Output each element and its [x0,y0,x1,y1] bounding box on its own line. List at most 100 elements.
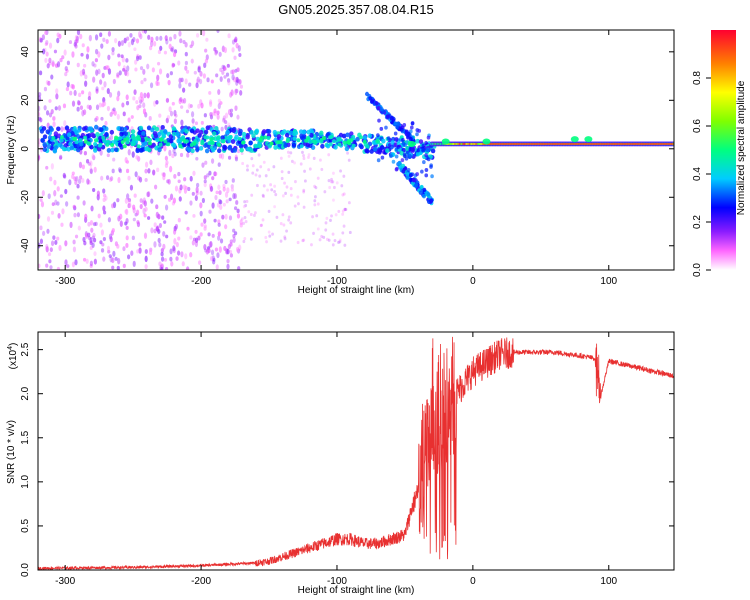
colorbar-label: Normalized spectral amplitude [736,80,747,215]
snr-y-tick-label: 0.5 [20,519,31,533]
spectrogram-cell [160,124,165,130]
spectrogram-cell [157,147,162,153]
spectrogram-cell [136,220,140,225]
spectrogram-cell [273,189,276,194]
spectrogram-cell [213,218,217,223]
spectrogram-x-ticks: -300 -200 -100 0 100 [55,30,618,287]
spectrogram-cell [81,164,85,170]
spectrogram-cell [181,135,186,140]
spectrogram-cell [169,256,173,262]
spectrogram-cell [199,232,203,237]
spectrogram-cell [325,237,329,241]
spectrogram-cell [231,178,235,183]
spectrogram-cell [171,46,175,53]
spectrogram-cell [217,89,221,95]
spectrogram-cell [119,126,125,132]
spectrogram-cell [87,232,91,238]
spectrogram-cell [189,175,193,182]
spectrogram-cell [126,65,130,72]
spectrogram-cell [163,139,168,144]
spectrogram-cell [135,38,140,44]
spectrogram-y-tick-label: -20 [20,190,31,205]
spectrogram-cell [238,52,242,58]
spectrogram-cell [234,88,238,96]
spectrogram-cell [234,154,238,160]
spectrogram-cell [62,103,67,109]
spectrogram-cell [216,202,221,208]
spectrogram-cell [288,136,294,142]
snr-x-tick-label: 100 [600,576,617,587]
spectrogram-cell [165,117,169,124]
spectrogram-cell [204,148,210,154]
snr-y-scale: (x104) [7,343,19,370]
spectrogram-cell [93,63,97,68]
spectrogram-cell [209,101,213,107]
spectrogram-cell [235,200,239,205]
spectrogram-cell [163,145,167,152]
spectrogram-cell [187,147,192,153]
spectrogram-cell [223,75,227,79]
spectrogram-cell [233,193,237,200]
spectrogram-cell [217,142,222,147]
spectrogram-cell [38,142,41,148]
spectrogram-cell [156,74,160,82]
spectrogram-cell [214,126,219,131]
colorbar-tick-label: 0.2 [692,215,703,229]
spectrogram-cell [45,246,49,253]
spectrogram-cell [110,203,115,209]
spectrogram-cell [279,156,283,160]
spectrogram-cell [264,174,268,178]
spectrogram-cell [108,177,113,182]
spectrogram-cell [234,105,238,111]
spectrogram-cell [159,35,163,41]
spectrogram-cell [125,225,129,230]
spectrogram-cell [172,148,176,154]
spectrogram-cell [395,125,400,130]
spectrogram-cell [370,99,375,104]
spectrogram-cell [215,190,219,195]
spectrogram-cell [199,129,204,135]
spectrogram-cell [302,190,306,194]
spectrogram-cell [90,205,94,212]
spectrogram-cell [52,121,56,128]
colorbar-tick-label: 0.8 [692,71,703,85]
spectrogram-cell [227,145,232,151]
spectrogram-cell [340,184,344,188]
spectrogram-cell [61,208,65,215]
spectrogram-cell [396,144,401,149]
spectrogram-cell [169,248,173,255]
spectrogram-cell [77,100,81,106]
spectrogram-cell [329,218,332,222]
spectrogram-cell [130,250,134,256]
spectrogram-cell [171,201,175,206]
spectrogram-cell [155,36,159,41]
spectrogram-cell [227,108,232,116]
spectrogram-cell [186,226,190,231]
spectrogram-cell [89,245,93,250]
spectrogram-cell [46,63,50,69]
spectrogram-cell [203,224,207,229]
spectrogram-cell [191,240,195,246]
snr-x-tick-label: -100 [327,576,347,587]
spectrogram-cell [63,120,67,127]
spectrogram-cell [122,246,126,252]
spectrogram-cell [120,40,124,47]
spectrogram-cell [142,108,147,115]
spectrogram-cell [202,30,206,37]
spectrogram-cell [184,253,188,260]
spectrogram-cell [129,33,133,38]
spectrogram-cell [347,201,351,205]
colorbar-gradient [711,30,736,270]
spectrogram-cell [180,119,184,126]
spectrogram-cell [91,242,95,248]
spectrogram-cell [42,230,46,236]
spectrogram-cell [66,60,71,66]
spectrogram-cell [203,62,207,69]
spectrogram-cell [134,171,138,178]
spectrogram-cell [38,155,41,160]
spectrogram-cell [352,139,357,145]
spectrogram-cell [178,196,182,202]
spectrogram-cell [223,47,227,54]
spectrogram-cell [81,43,85,48]
spectrogram-x-tick-label: 100 [600,276,617,287]
